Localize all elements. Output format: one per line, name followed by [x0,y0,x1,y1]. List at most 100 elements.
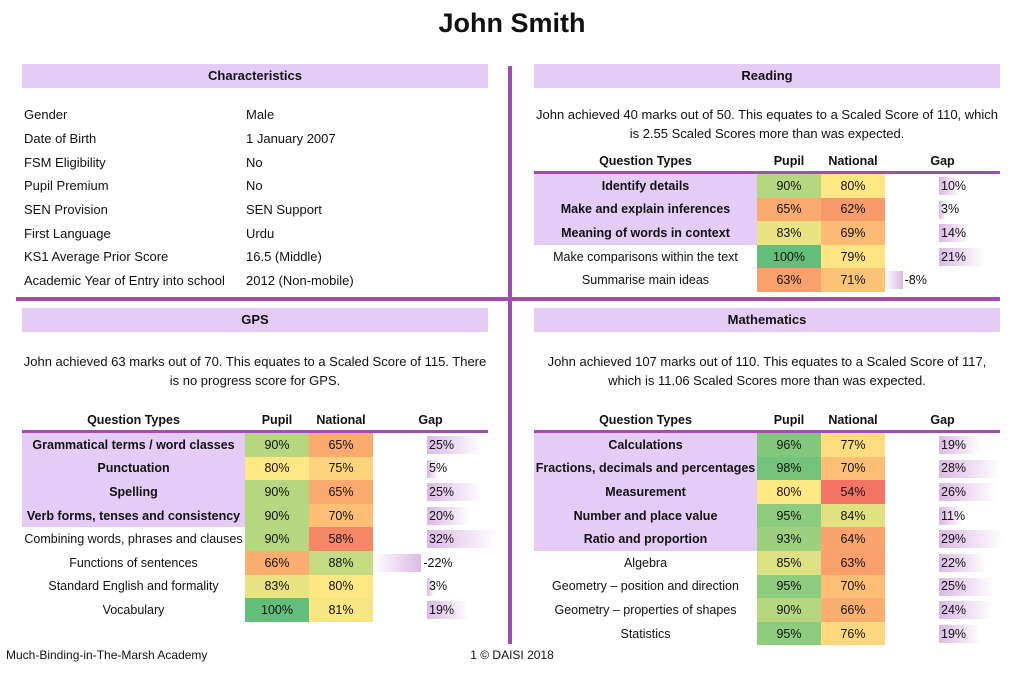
gap-cell: 20% [373,504,488,528]
gap-value: 32% [429,532,455,547]
reading-heading: Reading [534,64,1000,88]
gap-cell: 14% [885,221,1000,245]
national-percent: 65% [309,431,373,457]
gap-value: 19% [941,437,967,452]
characteristic-value: SEN Support [246,202,322,218]
gap-bar [939,483,997,502]
pupil-percent: 98% [757,456,821,481]
characteristic-label: KS1 Average Prior Score [24,249,169,265]
gap-value: 21% [941,249,967,264]
pupil-percent: 65% [757,197,821,222]
question-row: Standard English and formality 83% 80% 3% [22,574,488,599]
question-type: Ratio and proportion [534,527,757,551]
gap-value: 11% [941,508,966,523]
question-row: Punctuation 80% 75% 5% [22,456,488,481]
gap-value: 19% [429,602,455,617]
question-type: Summarise main ideas [581,273,710,288]
question-row: Statistics 95% 76% 19% [534,621,1000,646]
col-gap-header: Gap [885,151,1000,174]
pupil-percent: 100% [757,244,821,269]
col-national-header: National [821,410,885,433]
pupil-percent: 80% [757,480,821,504]
question-type: Number and place value [534,503,757,528]
characteristics-heading: Characteristics [22,64,488,88]
pupil-percent: 90% [245,431,309,457]
gap-cell: 3% [373,575,488,599]
gap-value: 20% [429,508,455,523]
characteristic-row: KS1 Average Prior Score 16.5 (Middle) [24,245,494,269]
characteristic-row: FSM Eligibility No [24,150,494,174]
characteristic-label: Pupil Premium [24,178,109,194]
national-percent: 79% [821,244,885,269]
vertical-divider [508,66,512,644]
question-row: Make and explain inferences 65% 62% 3% [534,197,1000,222]
gap-bar [939,624,981,643]
gap-cell: 11% [885,504,1000,528]
question-row: Geometry – position and direction 95% 70% 2… [534,574,1000,599]
national-percent: 77% [821,431,885,457]
gap-bar [939,553,988,572]
gap-bar [427,483,482,502]
col-national-header: National [309,410,373,433]
gap-value: 28% [941,461,967,476]
gap-bar [427,577,434,596]
gap-bar [427,436,482,454]
gap-cell: 19% [885,432,1000,457]
question-type: Standard English and formality [48,579,219,594]
question-type: Combining words, phrases and clauses [24,532,243,547]
gap-bar [939,200,946,219]
national-percent: 66% [821,598,885,622]
gap-cell: 32% [373,527,498,551]
gap-cell: 3% [885,198,1000,222]
question-type: Vocabulary [102,602,165,617]
col-gap-header: Gap [373,410,488,433]
national-percent: 58% [309,527,373,551]
question-type: Identify details [534,172,757,198]
question-row: Calculations 96% 77% 19% [534,431,1000,457]
footer-school-name: Much-Binding-in-The-Marsh Academy [6,648,208,662]
national-percent: 76% [821,621,885,646]
col-pupil-header: Pupil [757,410,821,433]
characteristic-label: Academic Year of Entry into school [24,273,225,289]
pupil-percent: 90% [245,503,309,528]
characteristic-row: Gender Male [24,103,494,127]
national-percent: 81% [309,598,373,622]
gap-cell: 28% [885,457,1001,481]
question-type: Measurement [534,480,757,504]
national-percent: 54% [821,480,885,504]
question-type: Algebra [623,555,668,570]
gap-cell: 10% [885,173,1000,198]
question-type: Meaning of words in context [534,221,757,245]
gap-bar [427,459,438,478]
question-row: Functions of sentences 66% 88% -22% [22,550,488,575]
question-row: Ratio and proportion 93% 64% 29% [534,527,1003,551]
gap-value: 29% [941,532,967,547]
characteristic-label: Gender [24,107,68,123]
gap-bar [939,459,1001,478]
gap-value: 25% [429,484,455,499]
mathematics-question-table: Question Types Pupil National Gap Calculatio… [534,410,1003,646]
question-row: Meaning of words in context 83% 69% 14% [534,221,1000,245]
gps-description: John achieved 63 marks out of 70. This e… [23,354,487,388]
national-percent: 88% [309,550,373,575]
mathematics-description: John achieved 107 marks out of 110. This… [547,354,987,388]
gap-value: 19% [941,626,967,641]
characteristic-value: No [246,154,263,170]
gap-cell: 22% [885,551,1000,575]
reading-question-table: Question Types Pupil National Gap Identify d… [534,151,1000,292]
national-percent: 65% [309,480,373,504]
question-row: Spelling 90% 65% 25% [22,480,488,504]
gap-value: -8% [904,273,927,288]
gap-bar [373,553,422,572]
question-row: Combining words, phrases and clauses 90% 5… [22,527,498,551]
gap-cell: 5% [373,457,488,481]
characteristic-row: Academic Year of Entry into school 2012 (… [24,269,494,293]
pupil-percent: 63% [757,268,821,292]
question-type: Calculations [534,431,757,457]
page-title: John Smith [438,8,586,38]
characteristic-value: Urdu [246,225,275,241]
pupil-percent: 83% [757,221,821,245]
characteristic-row: SEN Provision SEN Support [24,198,494,222]
col-national-header: National [821,151,885,174]
question-row: Grammatical terms / word classes 90% 65% 25… [22,431,488,457]
